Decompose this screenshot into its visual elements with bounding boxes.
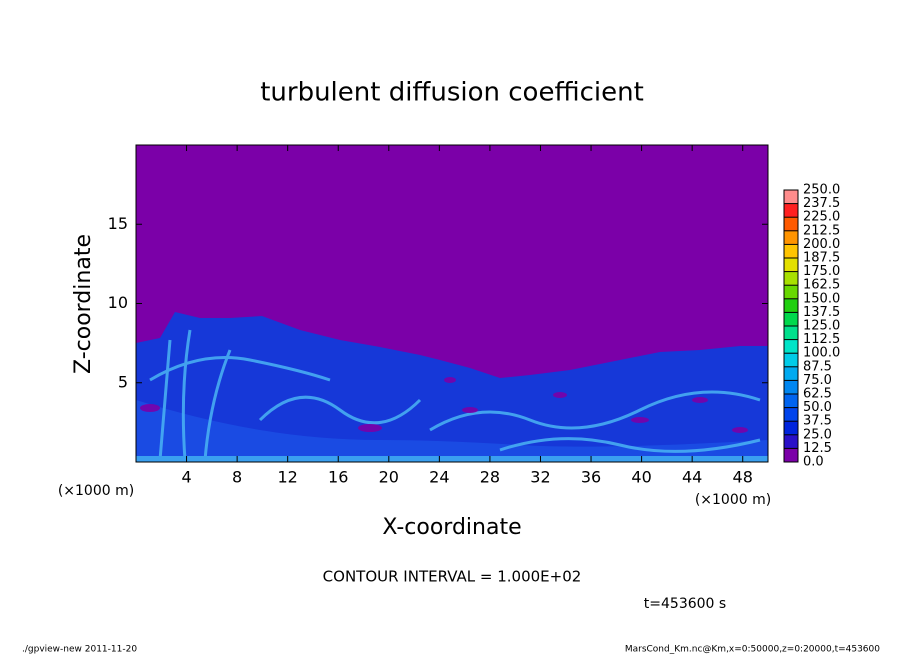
x-tick-label: 24 — [429, 468, 449, 487]
colorbar-band — [784, 190, 798, 204]
x-tick-label: 36 — [581, 468, 601, 487]
footer-left: ./gpview-new 2011-11-20 — [22, 645, 137, 654]
colorbar-band — [784, 230, 798, 245]
colorbar-label: 150.0 — [803, 291, 840, 306]
colorbar-band — [784, 394, 798, 408]
colorbar-label: 100.0 — [803, 346, 840, 361]
colorbar-band — [784, 380, 798, 394]
y-tick-label: 15 — [108, 214, 128, 233]
y-tick-label: 5 — [118, 372, 128, 391]
colorbar-label: 212.5 — [803, 223, 840, 238]
colorbar-label: 187.5 — [803, 251, 840, 266]
chart-title: turbulent diffusion coefficient — [260, 78, 644, 108]
colorbar-label: 62.5 — [803, 387, 832, 402]
x-tick-label: 4 — [181, 468, 191, 487]
time-label: t=453600 s — [644, 596, 726, 612]
colorbar-band — [784, 258, 798, 272]
colorbar-label: 200.0 — [803, 237, 840, 252]
x-tick-label: 16 — [328, 468, 348, 487]
colorbar-band — [784, 285, 798, 299]
x-unit: (×1000 m) — [695, 492, 771, 508]
colorbar-band — [784, 217, 798, 231]
x-tick-label: 44 — [682, 468, 702, 487]
colorbar-label: 162.5 — [803, 278, 840, 293]
colorbar-label: 75.0 — [803, 373, 832, 388]
colorbar-band — [784, 298, 798, 313]
x-axis-label: X-coordinate — [382, 515, 521, 540]
x-tick-label: 28 — [480, 468, 500, 487]
x-tick-label: 20 — [379, 468, 399, 487]
x-tick-label: 48 — [733, 468, 753, 487]
colorbar-band — [784, 434, 798, 449]
x-tick-label: 8 — [232, 468, 242, 487]
colorbar-band — [784, 448, 798, 462]
colorbar-label: 125.0 — [803, 319, 840, 334]
contour-interval: CONTOUR INTERVAL = 1.000E+02 — [323, 568, 582, 586]
colorbar-label: 0.0 — [803, 455, 824, 470]
colorbar-label: 50.0 — [803, 400, 832, 415]
colorbar-label: 37.5 — [803, 414, 832, 429]
colorbar-band — [784, 366, 798, 381]
colorbar-band — [784, 244, 798, 258]
field — [136, 145, 768, 462]
colorbar-label: 12.5 — [803, 441, 832, 456]
y-axis-label: Z-coordinate — [71, 234, 96, 374]
colorbar-band — [784, 326, 798, 340]
colorbar-band — [784, 203, 798, 218]
colorbar-label: 25.0 — [803, 427, 832, 442]
x-tick-label: 40 — [631, 468, 651, 487]
colorbar-band — [784, 421, 798, 435]
colorbar-label: 237.5 — [803, 196, 840, 211]
x-tick-label: 32 — [530, 468, 550, 487]
colorbar-band — [784, 353, 798, 367]
x-tick-label: 12 — [278, 468, 298, 487]
colorbar-label: 137.5 — [803, 305, 840, 320]
colorbar-band — [784, 407, 798, 422]
colorbar-label: 175.0 — [803, 264, 840, 279]
colorbar-label: 112.5 — [803, 332, 840, 347]
y-tick-label: 10 — [108, 293, 128, 312]
y-unit: (×1000 m) — [58, 483, 134, 499]
colorbar-label: 87.5 — [803, 359, 832, 374]
colorbar-band — [784, 339, 798, 354]
colorbar-label: 225.0 — [803, 210, 840, 225]
footer-right: MarsCond_Km.nc@Km,x=0:50000,z=0:20000,t=… — [625, 645, 880, 654]
colorbar-band — [784, 271, 798, 286]
colorbar-band — [784, 312, 798, 326]
colorbar-label: 250.0 — [803, 183, 840, 198]
